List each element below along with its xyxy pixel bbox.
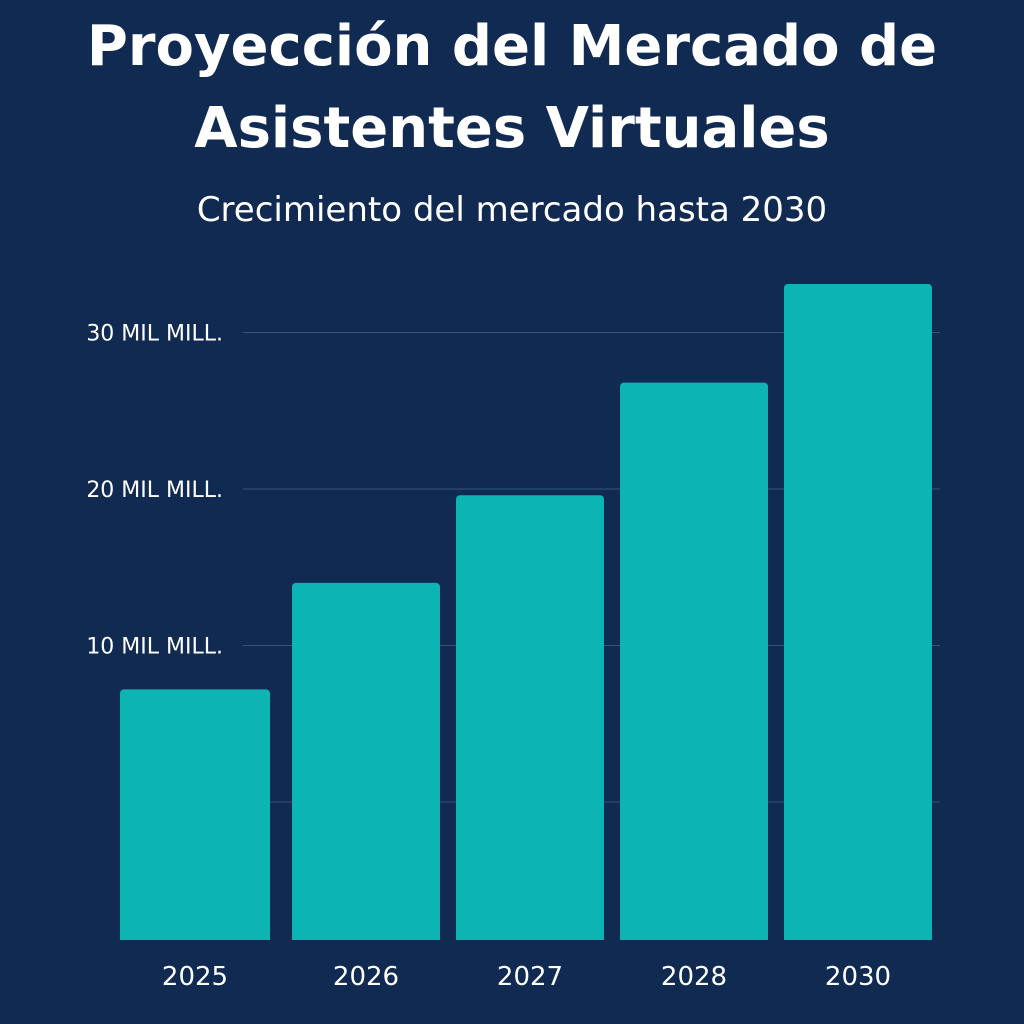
- y-tick-label: 10 MIL MILL.: [86, 635, 223, 660]
- bar-base-2026: [292, 934, 440, 940]
- x-tick-label: 2030: [825, 962, 891, 992]
- bar-2027: [456, 495, 604, 940]
- bar-base-2030: [784, 934, 932, 940]
- bar-base-2027: [456, 934, 604, 940]
- chart-title-line-1: Proyección del Mercado de: [86, 14, 938, 79]
- bar-2028: [620, 382, 768, 941]
- x-tick-label: 2028: [661, 962, 727, 992]
- bar-2026: [292, 582, 440, 940]
- bar-base-2025: [120, 934, 270, 940]
- chart-subtitle: Crecimiento del mercado hasta 2030: [196, 190, 828, 230]
- bar-base-2028: [620, 934, 768, 940]
- x-tick-label: 2027: [497, 962, 563, 992]
- chart-title: Proyección del Mercado de Asistentes Vir…: [0, 6, 1024, 170]
- bar-2030: [784, 283, 932, 940]
- chart-title-line-2: Asistentes Virtuales: [194, 96, 830, 161]
- y-tick-label: 20 MIL MILL.: [86, 478, 223, 503]
- x-tick-label: 2025: [162, 962, 228, 992]
- x-tick-label: 2026: [333, 962, 399, 992]
- y-tick-label: 30 MIL MILL.: [86, 322, 223, 347]
- bar-2025: [120, 689, 270, 940]
